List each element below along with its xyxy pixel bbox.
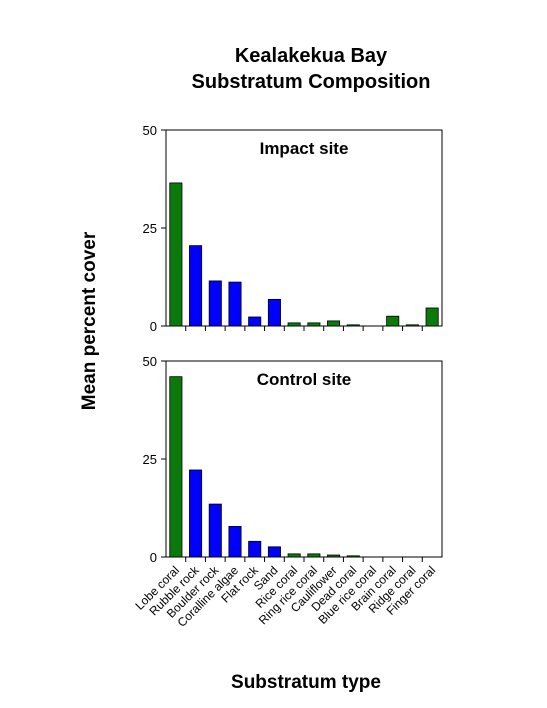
bar-ring-rice-coral: [307, 322, 321, 327]
y-tick-label: 25: [143, 452, 157, 467]
bar-finger-coral: [425, 307, 439, 327]
bar-coralline-algae: [228, 526, 242, 558]
y-tick-label: 0: [150, 550, 157, 565]
panel-2: 0 25 50 Control site: [143, 354, 443, 565]
y-tick-label: 0: [150, 319, 157, 334]
bar-flat-rock: [248, 316, 262, 327]
bar-cauliflower: [327, 320, 341, 327]
panel-1: 0 25 50 Impact site: [143, 123, 443, 334]
bar-boulder-rock: [208, 503, 222, 558]
bar-rice-coral: [287, 553, 301, 558]
panel-label: Impact site: [260, 139, 349, 158]
bar-lobe-coral: [169, 376, 183, 558]
bar-ridge-coral: [405, 324, 419, 327]
chart-title-line-1: Kealakekua Bay: [235, 45, 388, 67]
bar-brain-coral: [386, 315, 400, 327]
chart-title-line-2: Substratum Composition: [192, 71, 431, 93]
bar-boulder-rock: [208, 280, 222, 327]
plot-frame: [165, 360, 443, 558]
bar-dead-coral: [346, 555, 360, 558]
bar-sand: [267, 298, 281, 327]
bar-flat-rock: [248, 540, 262, 558]
y-tick-label: 50: [143, 354, 157, 369]
bar-lobe-coral: [169, 182, 183, 327]
y-axis-title: Mean percent cover: [79, 231, 100, 410]
y-tick-label: 50: [143, 123, 157, 138]
bar-coralline-algae: [228, 281, 242, 327]
bar-cauliflower: [327, 554, 341, 558]
bar-rice-coral: [287, 322, 301, 327]
y-tick-label: 25: [143, 221, 157, 236]
panel-label: Control site: [257, 370, 351, 389]
bar-rubble-rock: [189, 245, 203, 327]
bar-sand: [267, 546, 281, 558]
bar-dead-coral: [346, 324, 360, 327]
bar-ring-rice-coral: [307, 553, 321, 558]
x-axis-title: Substratum type: [231, 672, 381, 693]
plot-frame: [165, 129, 443, 327]
bar-rubble-rock: [189, 469, 203, 558]
